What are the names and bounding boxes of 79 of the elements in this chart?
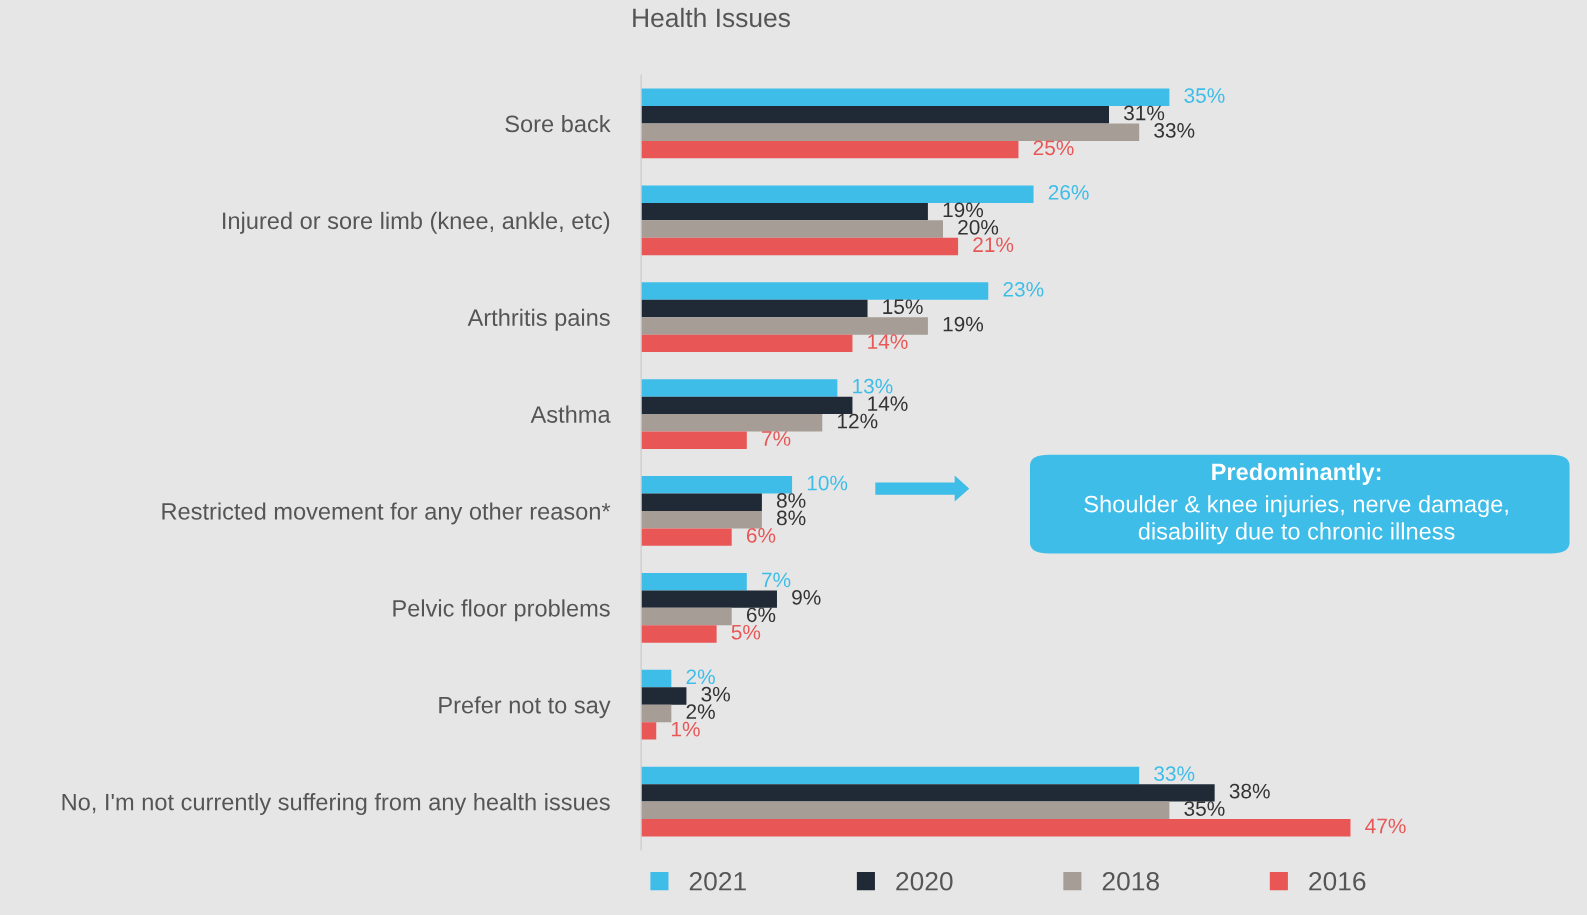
bar xyxy=(641,722,657,740)
bar xyxy=(641,704,672,723)
chart-title: Health Issues xyxy=(633,7,790,28)
legend-label: 2016 xyxy=(1309,871,1366,891)
data-label: 47% xyxy=(1365,818,1406,834)
data-label: 6% xyxy=(746,527,776,543)
data-label: 5% xyxy=(731,624,761,640)
bar xyxy=(641,185,1034,203)
bar xyxy=(641,237,959,256)
data-label: 8% xyxy=(776,493,806,508)
data-label: 7% xyxy=(762,572,791,588)
bar xyxy=(641,202,928,221)
data-label: 12% xyxy=(838,413,878,429)
bar xyxy=(641,414,823,432)
y-tick-label: Asthma xyxy=(530,405,611,423)
bar xyxy=(641,819,1351,837)
data-label: 1% xyxy=(672,721,700,737)
y-tick-label: Prefer not to say xyxy=(439,696,611,719)
data-label: 14% xyxy=(868,334,908,349)
data-label: 23% xyxy=(1003,281,1044,297)
y-tick-label: Arthritis pains xyxy=(467,308,610,331)
bar xyxy=(641,766,1140,785)
bar xyxy=(641,669,672,688)
data-label: 35% xyxy=(1184,88,1225,103)
bar xyxy=(641,625,717,643)
bar xyxy=(641,687,687,705)
data-label: 19% xyxy=(943,202,984,218)
bar xyxy=(641,801,1170,820)
bar xyxy=(641,88,1170,107)
data-label: 9% xyxy=(792,589,821,605)
y-tick-label: Restricted movement for any other reason* xyxy=(162,502,611,525)
y-tick-label: No, I'm not currently suffering from any health issues xyxy=(62,793,610,816)
data-label: 2% xyxy=(686,704,715,719)
data-label: 13% xyxy=(853,378,893,394)
data-label: 7% xyxy=(762,431,791,446)
data-label: 6% xyxy=(746,607,776,623)
y-tick-label: Injured or sore limb (knee, ankle, etc) xyxy=(223,211,610,234)
data-label: 8% xyxy=(776,510,806,526)
data-label: 33% xyxy=(1154,123,1195,138)
data-label: 38% xyxy=(1229,783,1270,799)
bar xyxy=(641,396,853,415)
data-label: 2% xyxy=(686,669,715,685)
data-label: 20% xyxy=(958,219,999,235)
bar xyxy=(641,590,777,608)
data-label: 33% xyxy=(1154,766,1195,782)
bar xyxy=(641,476,793,494)
bar xyxy=(641,528,732,546)
bar xyxy=(641,431,747,449)
annotation: Predominantly: xyxy=(1212,462,1381,485)
data-label: 3% xyxy=(701,686,730,702)
data-label: 25% xyxy=(1033,140,1074,156)
legend-label: 2018 xyxy=(1102,871,1159,891)
bar xyxy=(641,317,928,335)
bar xyxy=(641,282,989,300)
legend-label: 2020 xyxy=(896,871,953,891)
data-label: 10% xyxy=(807,475,848,491)
bar xyxy=(641,123,1140,141)
y-tick-label: Pelvic floor problems xyxy=(393,599,610,622)
bar xyxy=(641,220,943,238)
bar xyxy=(641,784,1215,802)
data-label: 31% xyxy=(1123,105,1165,121)
data-label: 15% xyxy=(883,299,923,315)
y-tick-label: Sore back xyxy=(505,114,611,133)
bar xyxy=(641,334,853,353)
annotation: Shoulder & knee injuries, nerve damage, disability due to chronic illness xyxy=(1084,495,1508,545)
data-label: 14% xyxy=(868,396,908,411)
bar xyxy=(641,379,838,397)
bar xyxy=(641,493,762,511)
data-label: 21% xyxy=(973,237,1014,253)
legend-label: 2021 xyxy=(689,871,746,891)
data-label: 19% xyxy=(943,316,984,332)
data-label: 35% xyxy=(1184,801,1225,816)
bar xyxy=(641,106,1110,124)
bar xyxy=(641,607,732,626)
bar xyxy=(641,299,868,318)
bar xyxy=(641,510,762,529)
bar xyxy=(641,140,1019,159)
bar xyxy=(641,572,747,591)
data-label: 26% xyxy=(1048,185,1089,200)
